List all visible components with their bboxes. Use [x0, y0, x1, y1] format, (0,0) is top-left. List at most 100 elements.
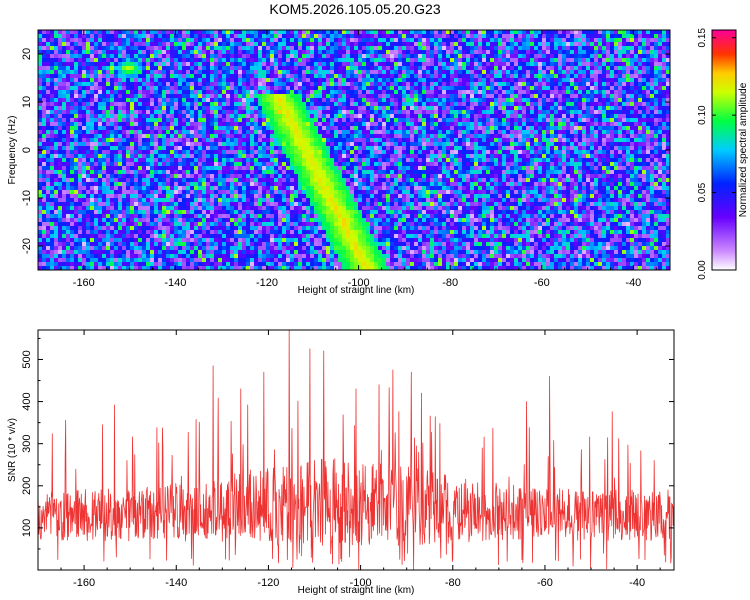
heatmap-cell: [430, 54, 435, 59]
heatmap-cell: [410, 146, 415, 151]
heatmap-cell: [154, 58, 159, 63]
heatmap-cell: [66, 46, 71, 51]
heatmap-cell: [474, 82, 479, 87]
heatmap-cell: [202, 58, 207, 63]
heatmap-cell: [586, 126, 591, 131]
heatmap-cell: [462, 54, 467, 59]
heatmap-cell: [442, 138, 447, 143]
heatmap-cell: [330, 98, 335, 103]
heatmap-cell: [110, 122, 115, 127]
heatmap-cell: [566, 78, 571, 83]
heatmap-cell: [154, 142, 159, 147]
heatmap-cell: [58, 74, 63, 79]
heatmap-cell: [154, 134, 159, 139]
heatmap-cell: [454, 30, 459, 35]
heatmap-cell: [562, 74, 567, 79]
heatmap-cell: [86, 138, 91, 143]
heatmap-cell: [78, 146, 83, 151]
heatmap-cell: [526, 58, 531, 63]
heatmap-cell: [418, 34, 423, 39]
heatmap-cell: [254, 74, 259, 79]
heatmap-cell: [46, 146, 51, 151]
heatmap-cell: [122, 94, 127, 99]
heatmap-cell: [186, 138, 191, 143]
heatmap-cell: [282, 30, 287, 35]
heatmap-cell: [498, 34, 503, 39]
heatmap-cell: [342, 50, 347, 55]
heatmap-cell: [150, 134, 155, 139]
heatmap-cell: [82, 74, 87, 79]
heatmap-cell: [562, 62, 567, 67]
heatmap-cell: [550, 110, 555, 115]
heatmap-cell: [566, 74, 571, 79]
heatmap-cell: [326, 50, 331, 55]
heatmap-cell: [102, 98, 107, 103]
heatmap-cell: [302, 126, 307, 131]
heatmap-cell: [342, 34, 347, 39]
heatmap-cell: [406, 102, 411, 107]
heatmap-cell: [410, 106, 415, 111]
heatmap-cell: [314, 102, 319, 107]
heatmap-cell: [350, 122, 355, 127]
heatmap-cell: [534, 102, 539, 107]
heatmap-cell: [206, 82, 211, 87]
heatmap-cell: [418, 42, 423, 47]
heatmap-cell: [106, 50, 111, 55]
heatmap-cell: [314, 74, 319, 79]
heatmap-cell: [438, 90, 443, 95]
heatmap-cell: [302, 102, 307, 107]
heatmap-cell: [306, 106, 311, 111]
heatmap-cell: [146, 70, 151, 75]
heatmap-cell: [506, 94, 511, 99]
heatmap-cell: [522, 106, 527, 111]
heatmap-cell: [270, 106, 275, 111]
heatmap-cell: [226, 82, 231, 87]
heatmap-cell: [218, 58, 223, 63]
heatmap-cell: [598, 66, 603, 71]
heatmap-cell: [518, 114, 523, 119]
heatmap-cell: [638, 110, 643, 115]
heatmap-cell: [262, 70, 267, 75]
heatmap-cell: [194, 94, 199, 99]
heatmap-cell: [170, 126, 175, 131]
heatmap-cell: [282, 34, 287, 39]
heatmap-cell: [158, 74, 163, 79]
heatmap-cell: [94, 110, 99, 115]
heatmap-cell: [46, 154, 51, 159]
heatmap-cell: [210, 126, 215, 131]
heatmap-cell: [102, 94, 107, 99]
heatmap-cell: [158, 38, 163, 43]
heatmap-cell: [622, 126, 627, 131]
heatmap-cell: [626, 62, 631, 67]
heatmap-cell: [502, 46, 507, 51]
heatmap-cell: [654, 122, 659, 127]
heatmap-cell: [322, 134, 327, 139]
heatmap-cell: [622, 134, 627, 139]
heatmap-cell: [402, 122, 407, 127]
heatmap-cell: [102, 78, 107, 83]
heatmap-cell: [154, 46, 159, 51]
heatmap-cell: [646, 50, 651, 55]
heatmap-cell: [78, 70, 83, 75]
heatmap-cell: [278, 78, 283, 83]
heatmap-cell: [386, 62, 391, 67]
heatmap-cell: [602, 130, 607, 135]
heatmap-cell: [246, 102, 251, 107]
heatmap-cell: [302, 138, 307, 143]
heatmap-cell: [118, 74, 123, 79]
heatmap-cell: [462, 150, 467, 155]
heatmap-cell: [482, 126, 487, 131]
heatmap-cell: [502, 126, 507, 131]
heatmap-cell: [354, 90, 359, 95]
heatmap-cell: [346, 146, 351, 151]
heatmap-cell: [414, 82, 419, 87]
heatmap-cell: [418, 154, 423, 159]
heatmap-cell: [278, 54, 283, 59]
heatmap-cell: [298, 90, 303, 95]
heatmap-cell: [378, 98, 383, 103]
heatmap-cell: [326, 102, 331, 107]
heatmap-cell: [214, 98, 219, 103]
heatmap-cell: [490, 122, 495, 127]
heatmap-cell: [78, 30, 83, 35]
heatmap-cell: [478, 94, 483, 99]
